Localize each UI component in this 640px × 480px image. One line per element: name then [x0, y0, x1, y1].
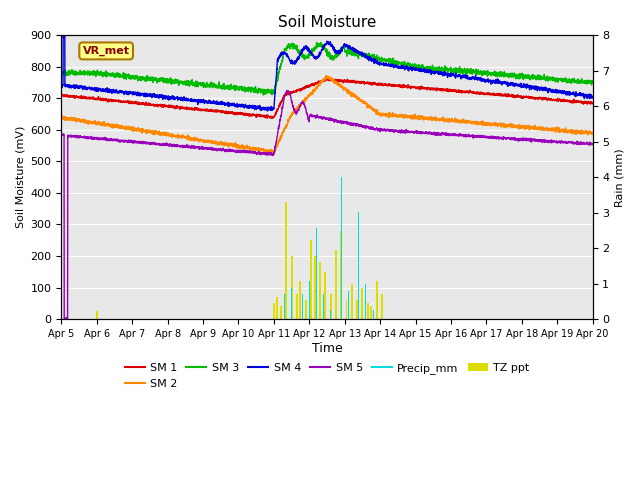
- Title: Soil Moisture: Soil Moisture: [278, 15, 376, 30]
- Bar: [362, 288, 364, 319]
- Bar: [300, 281, 301, 319]
- Bar: [308, 281, 310, 319]
- Bar: [273, 303, 275, 319]
- Bar: [301, 294, 303, 319]
- Bar: [310, 240, 312, 319]
- Bar: [348, 291, 349, 319]
- Bar: [284, 294, 285, 319]
- Bar: [291, 288, 292, 319]
- Bar: [330, 310, 331, 319]
- Bar: [340, 177, 342, 319]
- Legend: SM 1, SM 2, SM 3, SM 4, SM 5, Precip_mm, TZ ppt: SM 1, SM 2, SM 3, SM 4, SM 5, Precip_mm,…: [120, 359, 534, 393]
- Bar: [314, 256, 316, 319]
- Bar: [280, 306, 282, 319]
- Bar: [376, 281, 378, 319]
- Bar: [372, 310, 374, 319]
- Bar: [276, 297, 278, 319]
- Bar: [346, 300, 348, 319]
- Bar: [319, 263, 321, 319]
- Bar: [351, 284, 353, 319]
- Bar: [365, 284, 367, 319]
- Bar: [324, 272, 326, 319]
- Bar: [358, 212, 360, 319]
- Text: VR_met: VR_met: [83, 46, 130, 56]
- Bar: [367, 303, 369, 319]
- Bar: [371, 306, 372, 319]
- Bar: [356, 300, 358, 319]
- Bar: [335, 250, 337, 319]
- Bar: [323, 294, 324, 319]
- Bar: [340, 231, 342, 319]
- Bar: [291, 256, 292, 319]
- Bar: [381, 294, 383, 319]
- Y-axis label: Soil Moisture (mV): Soil Moisture (mV): [15, 126, 25, 228]
- Bar: [96, 311, 98, 319]
- Bar: [316, 228, 317, 319]
- Bar: [296, 294, 298, 319]
- Bar: [330, 294, 332, 319]
- Bar: [305, 300, 307, 319]
- Y-axis label: Rain (mm): Rain (mm): [615, 148, 625, 206]
- Bar: [285, 203, 287, 319]
- X-axis label: Time: Time: [312, 342, 342, 355]
